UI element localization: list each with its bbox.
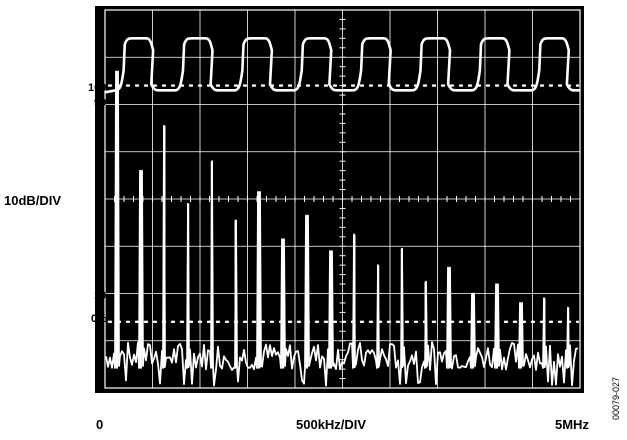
x-tick-label-start: 0 [96, 417, 104, 432]
reticle-label-0-percent: 0% [91, 313, 107, 325]
traces [105, 37, 580, 387]
x-axis-label: 500kHz/DIV [296, 417, 367, 432]
reticle-label-100: 100 [88, 82, 107, 94]
square-wave-trace [105, 37, 580, 94]
reticle-label-90: 90 [94, 97, 107, 109]
x-tick-label-end: 5MHz [555, 417, 589, 432]
reticle-label-10: 10 [94, 290, 107, 302]
figure-code: 00079-027 [611, 376, 621, 420]
reticle-dotted-lines [107, 84, 580, 324]
y-axis-label: 10dB/DIV [4, 193, 62, 208]
